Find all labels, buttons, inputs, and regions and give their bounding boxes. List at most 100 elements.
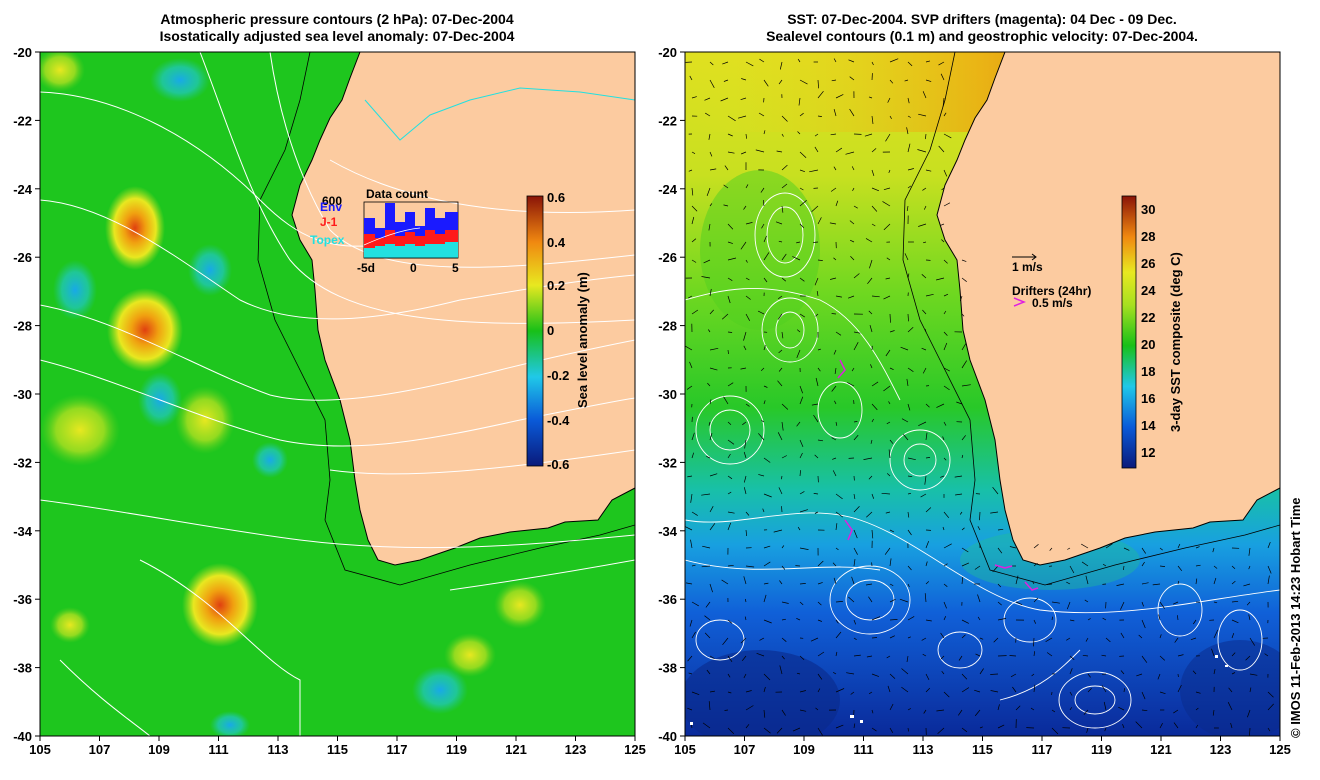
sst-colorbar-tick: 20 [1141,337,1155,352]
y-tick-label: -20 [13,45,32,60]
inset-legend-env: Env [320,200,342,214]
sst-colorbar-tick: 28 [1141,229,1155,244]
left-title-line1: Atmospheric pressure contours (2 hPa): 0… [160,11,513,27]
left-y-axis: -20 -22 -24 -26 -28 -30 -32 -34 -36 -38 -40 [13,45,40,744]
inset-bars [363,203,458,258]
right-shelf-edge [902,52,1280,586]
sealevel-contours [685,192,1280,729]
right-map-panel: 1 m/s Drifters (24hr) 0.5 m/s 30 28 26 2… [658,11,1291,757]
y-tick-label: -38 [658,661,677,676]
x-tick-label: 123 [565,742,587,757]
sla-colorbar-tick: 0.6 [547,190,565,205]
drifter-tracks [837,359,1039,591]
sla-colorbar-tick: 0.4 [547,235,566,250]
sla-colorbar-tick: 0 [547,323,554,338]
y-tick-label: -40 [13,729,32,744]
x-tick-label: 107 [734,742,756,757]
y-tick-label: -36 [13,592,32,607]
y-tick-label: -24 [13,182,33,197]
geostrophic-velocity-vectors [685,58,1274,736]
inset-legend-j1: J-1 [320,215,338,229]
y-tick-label: -24 [658,182,678,197]
x-tick-label: 117 [1032,742,1053,757]
sla-colorbar-tick: -0.2 [547,368,569,383]
x-tick-label: 113 [268,742,289,757]
inset-ymax-label: 600 [322,194,342,208]
x-tick-label: 115 [327,742,348,757]
inset-xtick-mid: 0 [410,261,417,275]
left-x-axis: 105 107 109 111 113 115 117 119 121 123 125 [29,736,646,757]
sst-colorbar-label: 3-day SST composite (deg C) [1168,252,1183,432]
sla-colorbar-tick: -0.4 [547,413,570,428]
right-x-axis: 105 107 109 111 113 115 117 119 121 123 125 [674,736,1291,757]
sst-colorbar-tick: 30 [1141,202,1155,217]
inset-legend-topex: Topex [310,233,345,247]
y-tick-label: -26 [658,250,677,265]
x-tick-label: 121 [505,742,527,757]
sst-colorbar-tick: 14 [1141,418,1156,433]
left-coastline [291,52,635,566]
right-y-axis: -20 -22 -24 -26 -28 -30 -32 -34 -36 -38 -40 [658,45,685,744]
x-tick-label: 115 [972,742,993,757]
y-tick-label: -22 [658,113,677,128]
right-title-line1: SST: 07-Dec-2004. SVP drifters (magenta)… [787,11,1177,27]
sst-colorbar-tick: 18 [1141,364,1155,379]
y-tick-label: -32 [658,455,677,470]
y-tick-label: -30 [13,387,32,402]
x-tick-label: 119 [1091,742,1112,757]
sst-colorbar-tick: 26 [1141,256,1155,271]
y-tick-label: -34 [13,524,33,539]
sst-colorbar-tick: 22 [1141,310,1155,325]
y-tick-label: -34 [658,524,678,539]
y-tick-label: -26 [13,250,32,265]
inset-xtick-end: 5 [452,261,459,275]
x-tick-label: 119 [446,742,467,757]
y-tick-label: -38 [13,661,32,676]
x-tick-label: 113 [913,742,934,757]
data-count-inset: Data count 600 [310,187,459,275]
velocity-scale-label: 1 m/s [1012,260,1043,274]
right-coastline [936,52,1280,566]
x-tick-label: 105 [674,742,696,757]
y-tick-label: -32 [13,455,32,470]
velocity-scale: 1 m/s [1012,253,1043,274]
x-tick-label: 111 [853,742,873,757]
x-tick-label: 125 [1269,742,1291,757]
sst-colorbar-tick: 16 [1141,391,1155,406]
y-tick-label: -30 [658,387,677,402]
drifter-legend-value: 0.5 m/s [1032,296,1073,310]
y-tick-label: -20 [658,45,677,60]
sla-colorbar: 0.6 0.4 0.2 0 -0.2 -0.4 -0.6 Sea level a… [526,190,590,472]
y-tick-label: -28 [658,319,677,334]
x-tick-label: 105 [29,742,51,757]
drifter-legend: Drifters (24hr) 0.5 m/s [1012,284,1091,310]
right-title-line2: Sealevel contours (0.1 m) and geostrophi… [766,28,1198,44]
right-land-australia [937,52,1280,565]
copyright-credit: © IMOS 11-Feb-2013 14:23 Hobart Time [1288,497,1303,738]
y-tick-label: -22 [13,113,32,128]
sla-colorbar-tick: 0.2 [547,278,565,293]
sst-colorbar-tick: 24 [1141,283,1156,298]
x-tick-label: 111 [208,742,228,757]
x-tick-label: 109 [793,742,815,757]
x-tick-label: 121 [1150,742,1172,757]
left-map-panel: Data count 600 [13,11,646,757]
x-tick-label: 109 [148,742,170,757]
y-tick-label: -28 [13,319,32,334]
sla-colorbar-label: Sea level anomaly (m) [575,272,590,408]
drifter-legend-title: Drifters (24hr) [1012,284,1091,298]
inset-xtick-start: -5d [357,261,375,275]
sst-colorbar-tick: 12 [1141,445,1155,460]
sla-anomaly-blobs [40,52,546,736]
x-tick-label: 125 [624,742,646,757]
y-tick-label: -40 [658,729,677,744]
x-tick-label: 107 [89,742,111,757]
x-tick-label: 117 [387,742,408,757]
x-tick-label: 123 [1210,742,1232,757]
inset-title: Data count [366,187,428,201]
sla-colorbar-tick: -0.6 [547,457,569,472]
left-shelf-edge [257,52,635,586]
left-land-australia [292,52,635,565]
left-state-border [364,87,635,141]
left-title-line2: Isostatically adjusted sea level anomaly… [160,28,515,44]
